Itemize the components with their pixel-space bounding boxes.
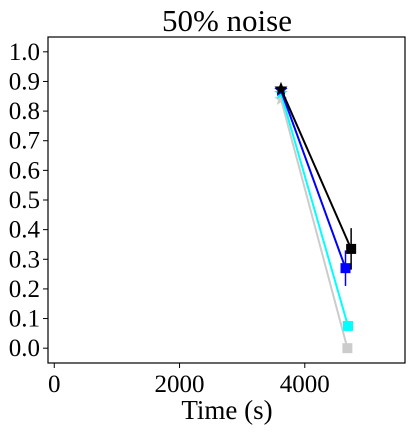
x-tick-label: 4000 <box>280 371 330 398</box>
x-axis: 0 2000 4000 <box>48 363 330 398</box>
end-point-marker <box>346 243 357 254</box>
end-point-marker <box>340 263 351 274</box>
y-tick-label: 0.9 <box>9 68 40 95</box>
series-line <box>280 90 347 269</box>
y-tick-label: 0.2 <box>9 276 40 303</box>
y-tick-label: 0.0 <box>9 335 40 362</box>
plot-frame <box>47 36 406 364</box>
x-axis-title: Time (s) <box>181 395 272 425</box>
series-line <box>280 93 349 327</box>
y-tick-label: 0.4 <box>9 217 41 244</box>
chart-title: 50% noise <box>162 3 292 38</box>
end-point-marker <box>342 343 353 354</box>
x-tick-label: 2000 <box>155 371 205 398</box>
x-tick-label: 0 <box>48 371 61 398</box>
y-tick-label: 0.6 <box>9 157 40 184</box>
y-tick-label: 0.8 <box>9 98 40 125</box>
y-tick-label: 0.7 <box>9 128 40 155</box>
series-line <box>280 88 353 250</box>
y-tick-label: 1.0 <box>9 39 40 66</box>
series-line <box>280 98 349 349</box>
y-tick-label: 0.1 <box>9 306 40 333</box>
y-axis: 0.00.1 0.2 0.30.4 0.5 0.60.7 0.8 0.91.0 <box>9 39 48 362</box>
y-tick-label: 0.5 <box>9 187 40 214</box>
series-layer <box>274 81 357 354</box>
series-0 <box>274 81 357 270</box>
start-point-marker <box>274 81 288 95</box>
y-tick-label: 0.3 <box>9 246 40 273</box>
end-point-marker <box>343 320 354 331</box>
